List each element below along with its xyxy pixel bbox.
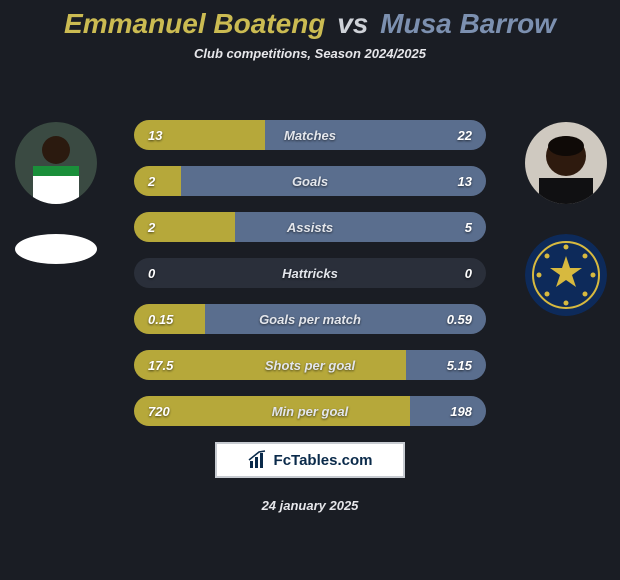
player2-club-badge bbox=[525, 234, 607, 316]
player1-avatar-svg bbox=[15, 122, 97, 204]
stat-row: 00Hattricks bbox=[134, 258, 486, 288]
player1-club-badge bbox=[15, 234, 97, 264]
stat-label: Min per goal bbox=[134, 396, 486, 426]
stat-label: Goals per match bbox=[134, 304, 486, 334]
stat-label: Hattricks bbox=[134, 258, 486, 288]
comparison-title: Emmanuel Boateng vs Musa Barrow bbox=[0, 0, 620, 40]
stat-row: 213Goals bbox=[134, 166, 486, 196]
right-column bbox=[516, 122, 616, 316]
footer-date: 24 january 2025 bbox=[0, 498, 620, 513]
stat-row: 1322Matches bbox=[134, 120, 486, 150]
stat-label: Goals bbox=[134, 166, 486, 196]
stat-label: Matches bbox=[134, 120, 486, 150]
bar-chart-icon bbox=[248, 450, 268, 470]
player2-club-badge-svg bbox=[525, 234, 607, 316]
stat-row: 25Assists bbox=[134, 212, 486, 242]
title-player1: Emmanuel Boateng bbox=[64, 8, 325, 39]
stats-container: 1322Matches 213Goals 25Assists 00Hattricks 0… bbox=[134, 120, 486, 426]
player2-avatar-svg bbox=[525, 122, 607, 204]
stat-label: Shots per goal bbox=[134, 350, 486, 380]
stat-row: 17.55.15Shots per goal bbox=[134, 350, 486, 380]
brand-text: FcTables.com bbox=[274, 452, 373, 469]
stat-label: Assists bbox=[134, 212, 486, 242]
stat-row: 720198Min per goal bbox=[134, 396, 486, 426]
left-column bbox=[6, 122, 106, 264]
title-vs: vs bbox=[337, 8, 368, 39]
stat-row: 0.150.59Goals per match bbox=[134, 304, 486, 334]
player2-avatar bbox=[525, 122, 607, 204]
player1-avatar bbox=[15, 122, 97, 204]
brand-badge: FcTables.com bbox=[215, 442, 405, 478]
title-player2: Musa Barrow bbox=[380, 8, 556, 39]
subtitle: Club competitions, Season 2024/2025 bbox=[0, 46, 620, 61]
